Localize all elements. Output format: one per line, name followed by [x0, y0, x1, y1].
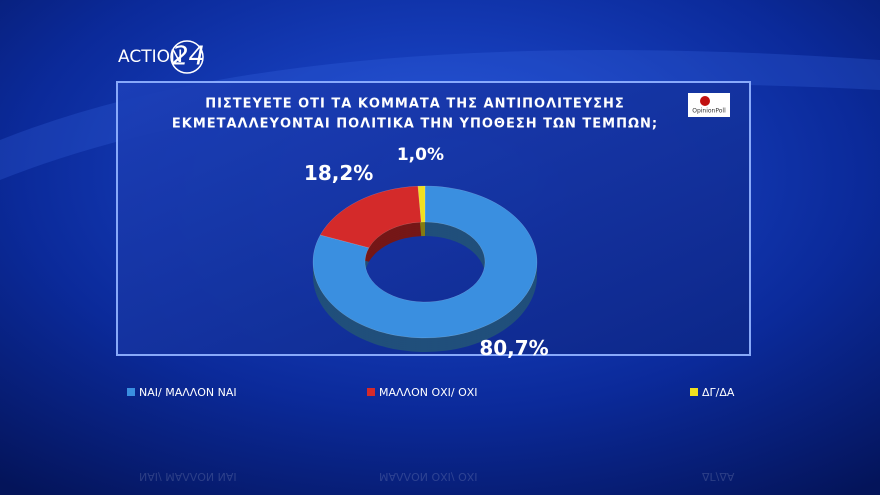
segment — [312, 185, 538, 339]
legend-reflection: ΔΓ/ΔΑ — [702, 470, 735, 483]
title-line: ΕΚΜΕΤΑΛΛΕΥΟΝΤΑΙ ΠΟΛΙΤΙΚΑ ΤΗΝ ΥΠΟΘΕΣΗ ΤΩΝ… — [172, 117, 658, 132]
value-label: 18,2% — [304, 161, 373, 185]
legend-label: ΔΓ/ΔΑ — [702, 386, 735, 399]
legend-label: ΝΑΙ/ ΜΑΛΛΟΝ ΝΑΙ — [139, 386, 237, 399]
logo-ring — [170, 40, 204, 74]
source-logo-box — [688, 93, 730, 117]
value-label: 80,7% — [479, 336, 548, 360]
legend-swatch — [367, 388, 375, 396]
segment — [417, 185, 426, 223]
segment — [319, 185, 422, 249]
donut: 80,7% 18,2% 1,0% — [304, 145, 549, 360]
channel-logo: ACTION — [118, 47, 183, 67]
title-line: ΠΙΣΤΕΥΕΤΕ ΟΤΙ ΤΑ ΚΟΜΜΑΤΑ ΤΗΣ ΑΝΤΙΠΟΛΙΤΕΥ… — [205, 97, 625, 112]
legend-swatch — [127, 388, 135, 396]
legend-label: ΜΑΛΛΟΝ ΟΧΙ/ ΟΧΙ — [379, 386, 478, 399]
value-label: 1,0% — [397, 145, 444, 165]
source-logo-icon — [700, 96, 710, 106]
legend-reflection: ΜΑΛΛΟΝ ΟΧΙ/ ΟΧΙ — [379, 470, 478, 483]
legend: ΝΑΙ/ ΜΑΛΛΟΝ ΝΑΙ ΝΑΙ/ ΜΑΛΛΟΝ ΝΑΙ ΜΑΛΛΟΝ ΟΧΙ… — [127, 386, 735, 483]
legend-swatch — [690, 388, 698, 396]
legend-reflection: ΝΑΙ/ ΜΑΛΛΟΝ ΝΑΙ — [139, 470, 237, 483]
source-logo: OpinionPoll — [692, 108, 726, 115]
